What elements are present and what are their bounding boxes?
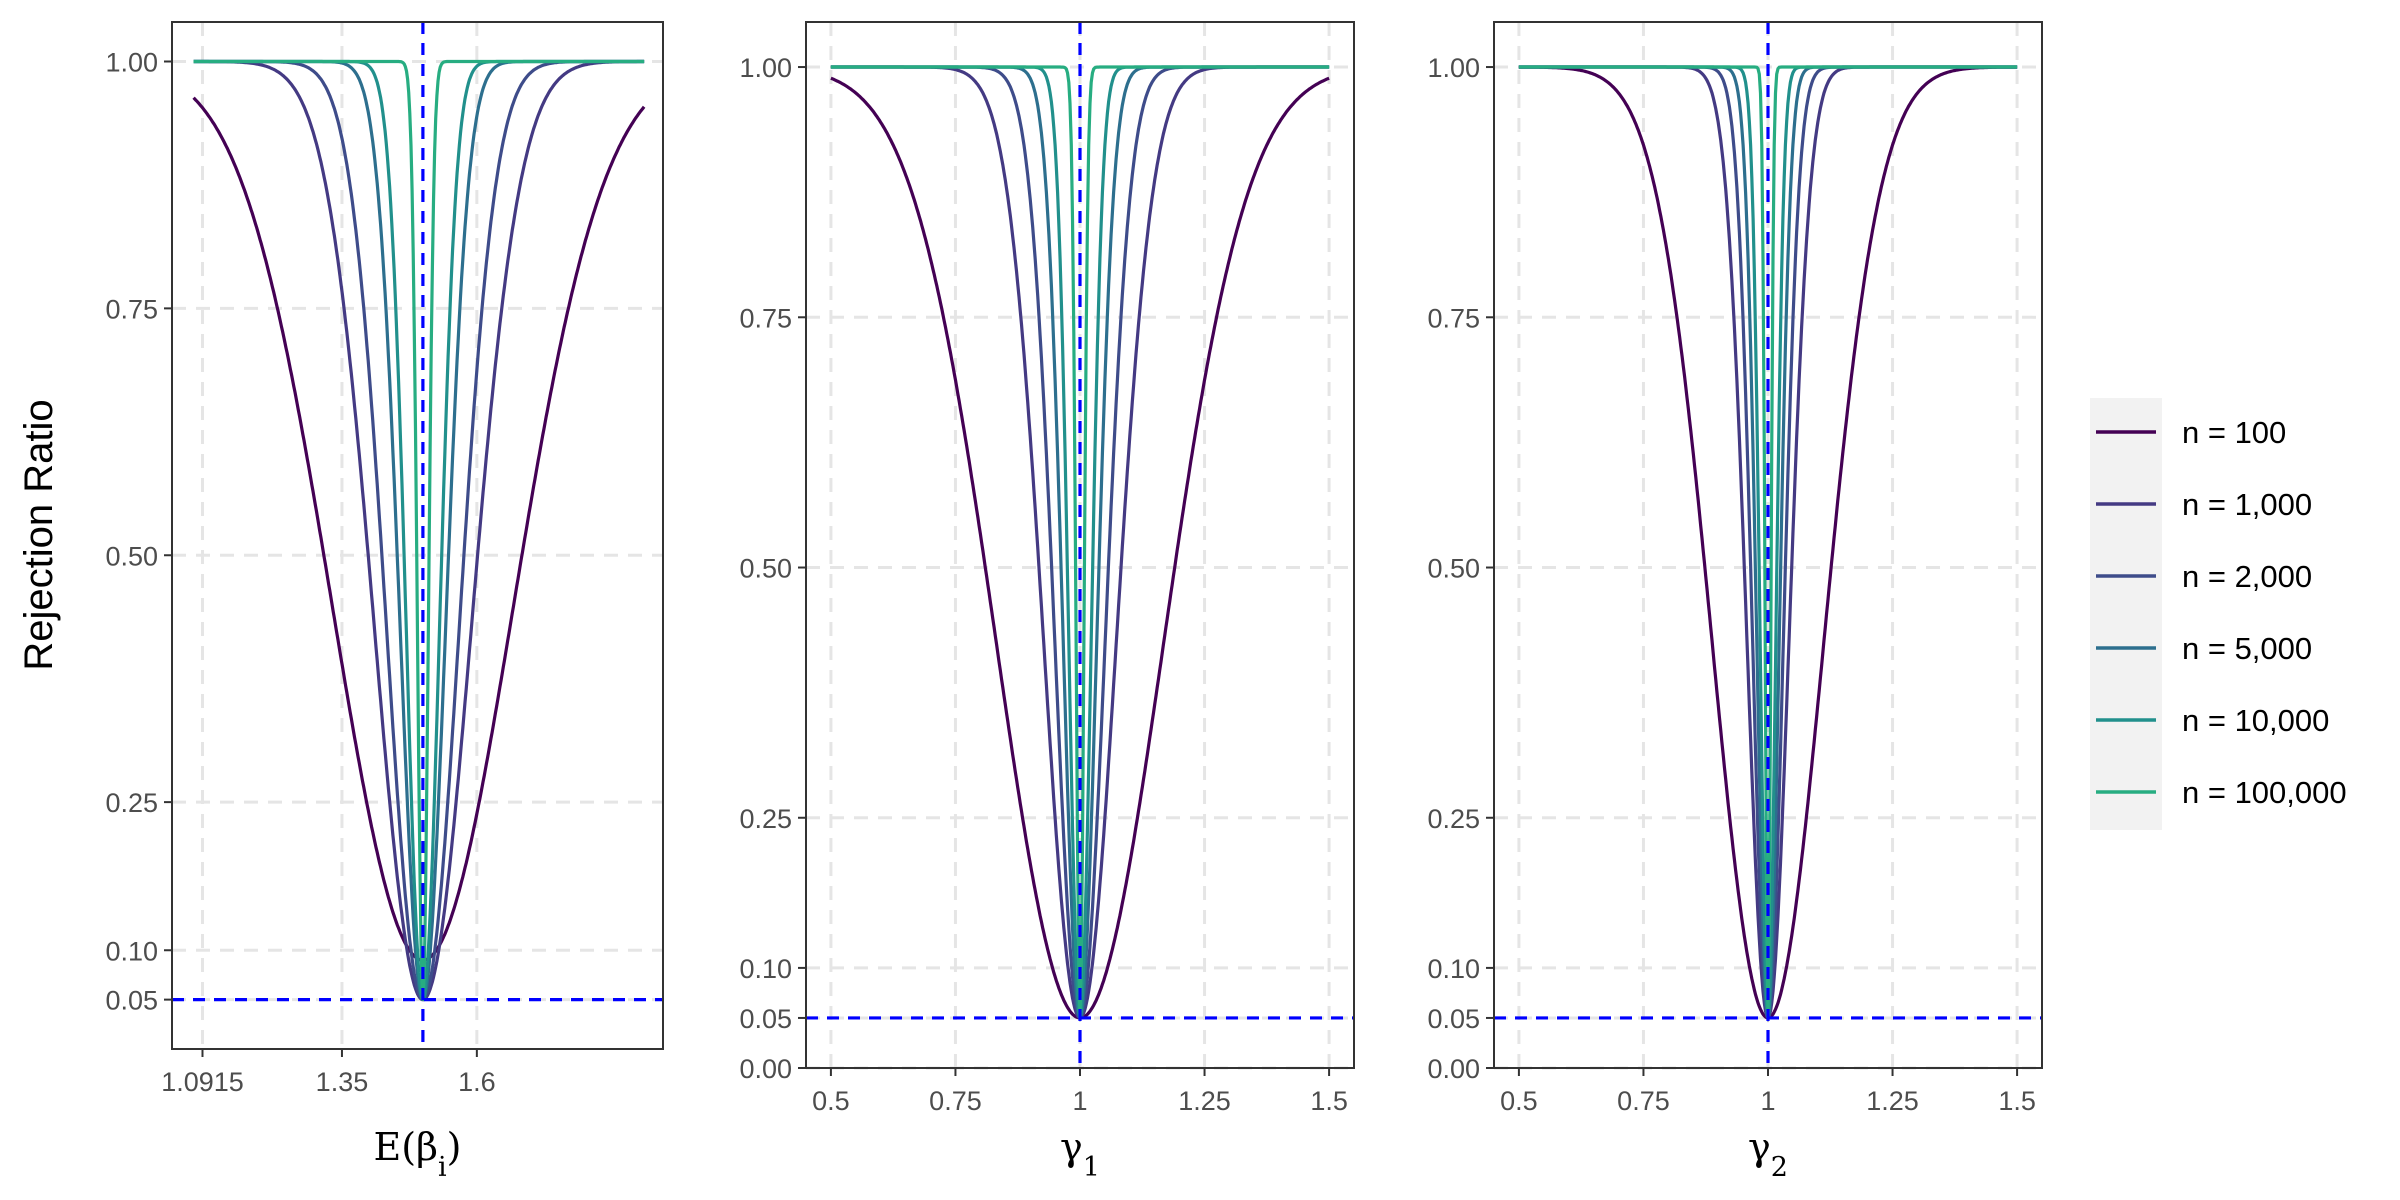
right-panel: 0.00 0.05 0.10 0.25 0.50 0.75 1.00 0.5 0.75 1 1.25… (1427, 21, 2043, 1183)
legend-label: n = 2,000 (2182, 559, 2312, 594)
middle-panel: 0.00 0.05 0.10 0.25 0.50 0.75 1.00 0.5 0.75 1 1.25… (739, 21, 1355, 1183)
x-tick-label: 1.25 (1178, 1086, 1231, 1116)
x-tick-label: 0.5 (1500, 1086, 1538, 1116)
legend-item: n = 100,000 (2096, 775, 2347, 810)
y-tick-label: 0.05 (105, 986, 158, 1016)
y-tick-label: 1.00 (1427, 53, 1480, 83)
legend-item: n = 10,000 (2096, 703, 2329, 738)
legend-item: n = 100 (2096, 415, 2286, 450)
y-tick-label: 0.50 (739, 554, 792, 584)
x-tick-label: 1.0915 (161, 1067, 244, 1097)
x-tick-label: 1.5 (1310, 1086, 1348, 1116)
x-tick-label: 0.5 (812, 1086, 850, 1116)
x-tick-label: 1 (1072, 1086, 1087, 1116)
x-tick-label: 1.25 (1866, 1086, 1919, 1116)
y-tick-label: 0.05 (739, 1004, 792, 1034)
y-tick-label: 1.00 (739, 53, 792, 83)
legend-item: n = 1,000 (2096, 487, 2312, 522)
y-tick-label: 0.75 (1427, 303, 1480, 333)
x-axis-title: γ1 (1060, 1125, 1100, 1183)
legend-item: n = 2,000 (2096, 559, 2312, 594)
series-group (192, 59, 646, 1002)
y-tick-label: 0.25 (739, 804, 792, 834)
y-tick-label: 0.00 (739, 1054, 792, 1084)
y-tick-label: 1.00 (105, 48, 158, 78)
legend: n = 100 n = 1,000 n = 2,000 n = 5,000 n = 10… (2090, 398, 2347, 830)
x-tick-label: 0.75 (929, 1086, 982, 1116)
series-group (1518, 65, 2018, 1023)
legend-key-background (2090, 398, 2162, 830)
x-tick-label: 1 (1760, 1086, 1775, 1116)
left-panel: 0.05 0.10 0.25 0.50 0.75 1.00 1.0915 1.35 1.6 E(β… (105, 21, 664, 1183)
y-tick-label: 0.75 (739, 303, 792, 333)
y-tick-label: 0.50 (105, 541, 158, 571)
legend-label: n = 10,000 (2182, 703, 2329, 738)
y-tick-label: 0.10 (739, 954, 792, 984)
x-tick-label: 1.35 (316, 1067, 369, 1097)
y-tick-label: 0.05 (1427, 1004, 1480, 1034)
legend-label: n = 5,000 (2182, 631, 2312, 666)
panel-border (171, 21, 664, 1050)
legend-label: n = 100 (2182, 415, 2286, 450)
x-tick-label: 1.6 (458, 1067, 496, 1097)
legend-label: n = 100,000 (2182, 775, 2347, 810)
x-tick-label: 0.75 (1617, 1086, 1670, 1116)
x-tick-label: 1.5 (1998, 1086, 2036, 1116)
series-line-6 (1518, 65, 2018, 1019)
y-tick-label: 0.50 (1427, 554, 1480, 584)
series-line-6 (193, 59, 645, 997)
y-tick-label: 0.10 (1427, 954, 1480, 984)
y-axis-title: Rejection Ratio (17, 399, 61, 670)
y-tick-label: 0.25 (1427, 804, 1480, 834)
x-axis-title: γ2 (1748, 1125, 1788, 1183)
y-tick-label: 0.10 (105, 936, 158, 966)
x-axis-title: E(βi) (373, 1125, 461, 1183)
y-tick-label: 0.75 (105, 294, 158, 324)
panels: 0.05 0.10 0.25 0.50 0.75 1.00 1.0915 1.35 1.6 E(β… (105, 21, 2043, 1183)
legend-label: n = 1,000 (2182, 487, 2312, 522)
legend-item: n = 5,000 (2096, 631, 2312, 666)
y-tick-label: 0.00 (1427, 1054, 1480, 1084)
y-tick-label: 0.25 (105, 788, 158, 818)
